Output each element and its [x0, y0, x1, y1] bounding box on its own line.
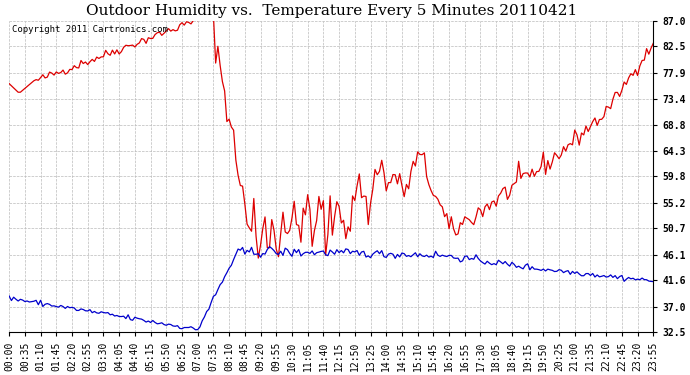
- Text: Copyright 2011 Cartronics.com: Copyright 2011 Cartronics.com: [12, 26, 168, 34]
- Title: Outdoor Humidity vs.  Temperature Every 5 Minutes 20110421: Outdoor Humidity vs. Temperature Every 5…: [86, 4, 577, 18]
